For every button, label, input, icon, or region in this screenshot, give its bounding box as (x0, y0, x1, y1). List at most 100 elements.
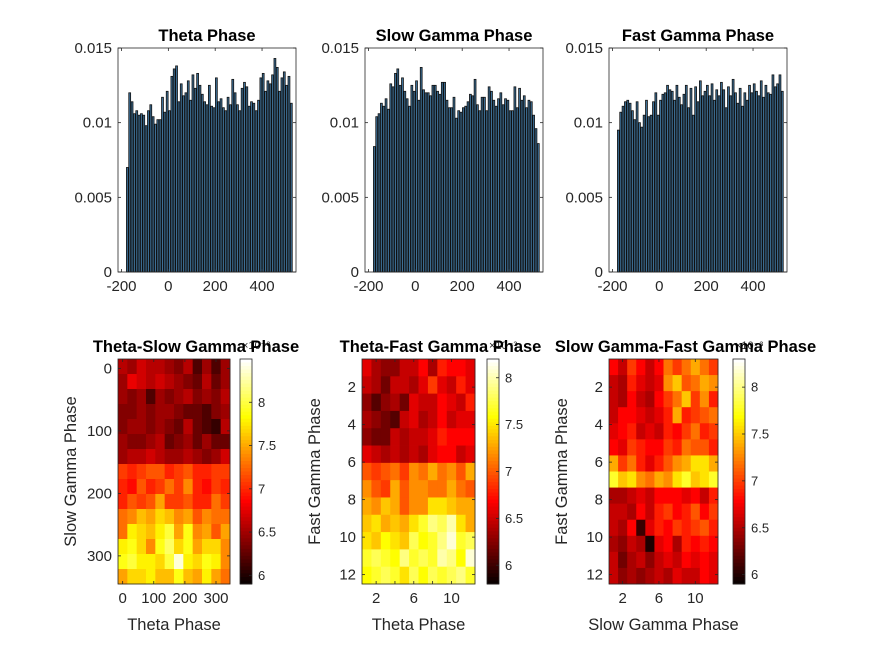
heatmap-cell (380, 566, 391, 585)
y-tick-label: 300 (87, 548, 112, 565)
colorbar-segment (240, 415, 252, 420)
heatmap-cell (136, 479, 147, 495)
heatmap-cell (645, 375, 655, 392)
heatmap-cell (609, 455, 619, 472)
heatmap-cell (174, 374, 184, 390)
bar (259, 77, 263, 273)
heatmap-cell (456, 462, 466, 481)
bar (422, 89, 425, 273)
heatmap-cell (202, 434, 212, 450)
heatmap-cell (192, 374, 203, 390)
heatmap-cell (155, 494, 166, 510)
heatmap-cell (202, 524, 212, 540)
heatmap-cell (136, 359, 147, 375)
bar (128, 92, 132, 273)
heatmap-cell (380, 497, 391, 516)
heatmap-cell (681, 407, 692, 424)
heatmap-cell (136, 419, 147, 435)
y-tick-label: 2 (595, 379, 603, 396)
bar (701, 95, 705, 273)
bar (703, 90, 707, 273)
colorbar-segment (733, 517, 745, 522)
x-tick-label: 6 (410, 590, 418, 607)
heatmap-cell (155, 389, 166, 405)
heatmap-cell (437, 514, 448, 533)
bar (158, 119, 162, 273)
bar (464, 105, 468, 273)
bar (755, 90, 758, 273)
heatmap-cell (211, 449, 222, 465)
heatmap-cell (609, 391, 619, 408)
colorbar-segment (240, 460, 252, 465)
heatmap-cell (192, 404, 203, 420)
heatmap-cell (202, 419, 212, 435)
heatmap-cell (465, 549, 476, 568)
heatmap-cell (136, 434, 147, 450)
colorbar-segment (240, 555, 252, 560)
heatmap-cell (690, 375, 701, 392)
heatmap-cell (146, 374, 156, 390)
colorbar-segment (240, 366, 252, 371)
heatmap-cell (371, 566, 382, 585)
heatmap-cell (663, 359, 673, 376)
heatmap-cell (663, 503, 673, 521)
y-tick-label: 2 (348, 379, 356, 396)
bar (452, 96, 456, 273)
bar (736, 102, 740, 273)
heatmap-cell (465, 462, 476, 481)
x-tick-label: 200 (694, 278, 719, 295)
bar (748, 84, 751, 273)
heatmap-cell (681, 551, 692, 569)
colorbar-segment (733, 369, 745, 374)
heatmap-cell (681, 535, 692, 553)
heatmap-cell (390, 497, 401, 516)
colorbar-tick-label: 7 (505, 464, 512, 479)
heatmap-cell (708, 535, 719, 553)
bar (212, 107, 216, 273)
heatmap-cell (127, 359, 138, 375)
heatmap-cell (627, 567, 637, 585)
colorbar-tick-label: 7.5 (751, 427, 769, 442)
heatmap-cell (418, 549, 429, 568)
heatmap-cell (465, 393, 476, 412)
colorbar-segment (240, 475, 252, 480)
heatmap-cell (672, 487, 683, 505)
colorbar-segment (240, 506, 252, 511)
heatmap-cell (418, 566, 429, 585)
heatmap-cell (146, 389, 156, 405)
heatmap-cell (418, 497, 429, 516)
heatmap-cell (220, 464, 231, 480)
axes-box (117, 47, 297, 273)
y-tick-label: 200 (87, 485, 112, 502)
heatmap-cell (127, 479, 138, 495)
bar (391, 86, 395, 273)
colorbar-segment (240, 517, 252, 522)
heatmap-cell (418, 532, 429, 550)
bar (229, 104, 232, 273)
heatmap-cell (390, 393, 401, 412)
heatmap-cell (427, 532, 438, 550)
heatmap-cell (456, 393, 466, 412)
heatmap-cell (127, 404, 138, 420)
heatmap-cell (609, 535, 619, 553)
colorbar-segment (240, 432, 252, 437)
heatmap-cell (409, 393, 419, 412)
bar (264, 90, 267, 273)
heatmap-cell (672, 455, 683, 472)
heatmap-cell (645, 471, 655, 488)
heatmap-cell (437, 462, 448, 481)
bar (396, 68, 400, 273)
bar (424, 92, 428, 273)
bar (617, 129, 620, 273)
heatmap-cell (183, 449, 194, 465)
colorbar-segment (733, 471, 745, 476)
colorbar-segment (487, 397, 499, 402)
heatmap-cell (699, 375, 710, 392)
bar (684, 84, 688, 273)
bar (525, 107, 528, 273)
heatmap-cell (663, 551, 673, 569)
heatmap-cell (146, 359, 156, 375)
heatmap-cell (127, 569, 138, 585)
bar (459, 111, 463, 273)
colorbar-segment (240, 580, 252, 585)
